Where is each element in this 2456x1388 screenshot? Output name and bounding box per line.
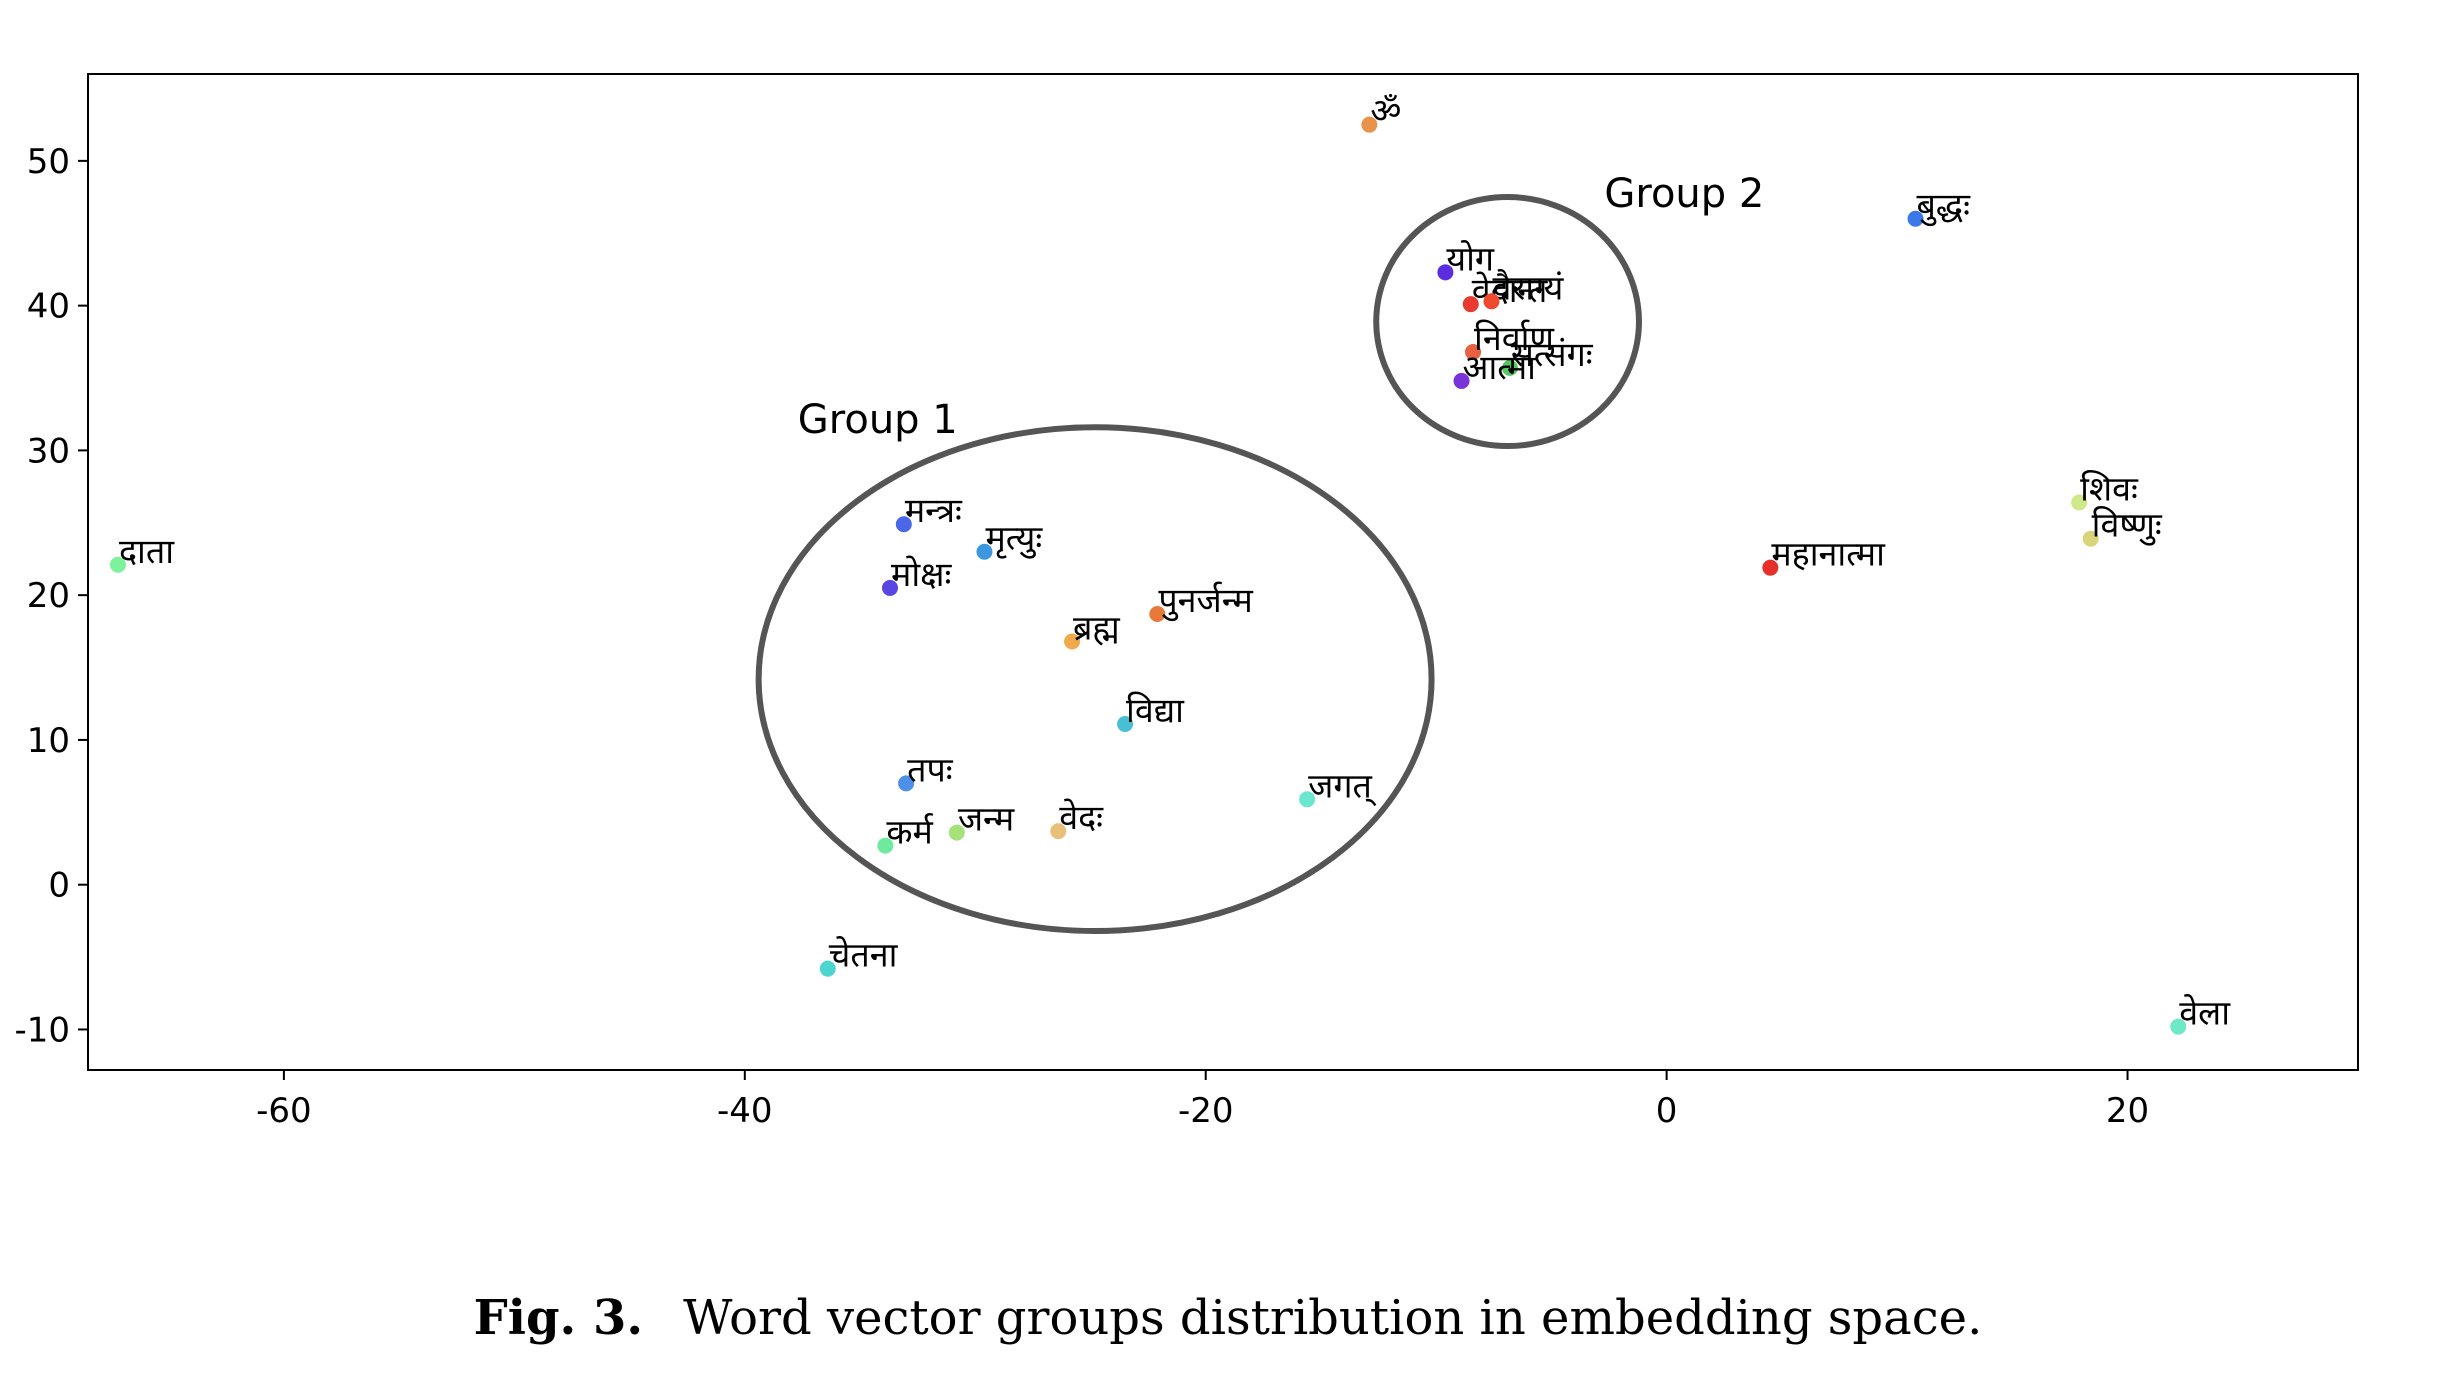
point-label: जन्म bbox=[958, 800, 1015, 840]
point-label: वैराग्यं bbox=[1492, 268, 1564, 308]
data-point: वेदः bbox=[1050, 798, 1104, 840]
data-points: दाताॐबुद्धःयोगवेदान्तवैराग्यंनिर्वाणसत्स… bbox=[109, 92, 2231, 1035]
data-point: मोक्षः bbox=[881, 555, 953, 596]
point-label: मृत्युः bbox=[985, 519, 1043, 560]
data-point: जगत् bbox=[1299, 766, 1377, 808]
data-point: कर्म bbox=[877, 813, 934, 854]
point-marker bbox=[898, 775, 915, 792]
point-label: जगत् bbox=[1308, 766, 1377, 806]
point-marker bbox=[1453, 372, 1470, 389]
data-point: विद्या bbox=[1117, 691, 1185, 733]
data-point: शिवः bbox=[2071, 470, 2139, 511]
group-ellipse bbox=[755, 424, 1435, 935]
data-point: पुनर्जन्म bbox=[1149, 581, 1254, 622]
y-tick-label: 30 bbox=[27, 431, 70, 471]
point-label: ब्रह्म bbox=[1073, 608, 1120, 648]
data-point: निर्वाण bbox=[1465, 319, 1555, 360]
point-label: विष्णुः bbox=[2092, 506, 2163, 547]
caption-text: Word vector groups distribution in embed… bbox=[683, 1290, 1983, 1346]
data-point: योग bbox=[1437, 239, 1495, 281]
point-label: चेतना bbox=[829, 936, 899, 976]
point-label: विद्या bbox=[1126, 691, 1185, 731]
point-marker bbox=[976, 543, 993, 560]
point-marker bbox=[819, 960, 836, 977]
y-tick-label: 10 bbox=[27, 721, 70, 761]
point-marker bbox=[1149, 605, 1166, 622]
group-label: Group 1 bbox=[798, 397, 958, 443]
x-tick-label: 20 bbox=[2106, 1091, 2149, 1131]
point-marker bbox=[1117, 716, 1134, 733]
x-tick-label: -60 bbox=[256, 1091, 312, 1131]
point-marker bbox=[1465, 343, 1482, 360]
y-tick-label: 50 bbox=[27, 142, 70, 182]
plot-frame bbox=[87, 73, 2359, 1071]
point-marker bbox=[1483, 293, 1500, 310]
axis-ticks: -60 -40 -20 0 20 -10 0 10 20 30 40 50 bbox=[14, 142, 2149, 1131]
point-marker bbox=[1361, 116, 1378, 133]
caption-label: Fig. 3. bbox=[473, 1290, 644, 1346]
point-label: शिवः bbox=[2080, 470, 2139, 510]
y-tick-label: 0 bbox=[48, 866, 70, 906]
data-point: मन्त्रः bbox=[895, 491, 963, 533]
point-marker bbox=[2170, 1018, 2187, 1035]
data-point: आत्मा bbox=[1453, 348, 1538, 389]
data-point: दाता bbox=[109, 532, 175, 573]
point-label: कर्म bbox=[886, 813, 933, 853]
figure-caption: Fig. 3. Word vector groups distribution i… bbox=[0, 1290, 2456, 1346]
data-point: वैराग्यं bbox=[1483, 268, 1565, 310]
point-label: मोक्षः bbox=[891, 555, 953, 595]
point-marker bbox=[877, 837, 894, 854]
group-labels: Group 1 Group 2 bbox=[798, 171, 1765, 443]
point-marker bbox=[895, 516, 912, 533]
point-label: दाता bbox=[119, 532, 175, 572]
y-tick-label: 40 bbox=[27, 287, 70, 327]
x-tick-label: 0 bbox=[1656, 1091, 1678, 1131]
point-marker bbox=[2082, 530, 2099, 547]
point-label: ॐ bbox=[1370, 92, 1401, 132]
point-label: आत्मा bbox=[1463, 348, 1538, 388]
point-label: सत्संगः bbox=[1511, 335, 1594, 375]
data-point: तपः bbox=[898, 750, 954, 792]
x-tick-label: -40 bbox=[717, 1091, 773, 1131]
point-marker bbox=[1462, 296, 1479, 313]
data-point: ब्रह्म bbox=[1064, 608, 1120, 650]
data-point: ॐ bbox=[1361, 92, 1401, 133]
data-point: बुद्धः bbox=[1907, 186, 1972, 227]
point-marker bbox=[1501, 359, 1518, 376]
point-label: वेला bbox=[2179, 994, 2231, 1034]
point-label: पुनर्जन्म bbox=[1158, 581, 1253, 622]
point-label: मन्त्रः bbox=[905, 491, 963, 531]
point-marker bbox=[881, 579, 898, 596]
point-marker bbox=[1064, 633, 1081, 650]
x-tick-label: -20 bbox=[1178, 1091, 1234, 1131]
point-marker bbox=[1050, 823, 1067, 840]
point-marker bbox=[1907, 210, 1924, 227]
data-point: महानात्मा bbox=[1762, 535, 1886, 576]
point-label: तपः bbox=[907, 750, 954, 790]
data-point: वेला bbox=[2170, 994, 2231, 1035]
point-marker bbox=[1437, 264, 1454, 281]
point-marker bbox=[2071, 494, 2088, 511]
group-label: Group 2 bbox=[1604, 171, 1764, 217]
data-point: विष्णुः bbox=[2082, 506, 2163, 547]
group-ellipses bbox=[755, 194, 1642, 935]
point-marker bbox=[1299, 791, 1316, 808]
data-point: जन्म bbox=[948, 800, 1015, 841]
data-point: मृत्युः bbox=[976, 519, 1043, 560]
point-label: बुद्धः bbox=[1917, 186, 1972, 227]
point-label: वेदः bbox=[1059, 798, 1104, 838]
point-label: निर्वाण bbox=[1474, 319, 1555, 359]
data-point: चेतना bbox=[819, 936, 899, 977]
point-label: योग bbox=[1446, 239, 1495, 279]
point-marker bbox=[109, 556, 126, 573]
y-tick-label: 20 bbox=[27, 576, 70, 616]
point-marker bbox=[948, 824, 965, 841]
y-tick-label: -10 bbox=[14, 1010, 70, 1050]
point-marker bbox=[1762, 559, 1779, 576]
group-ellipse bbox=[1373, 194, 1642, 450]
data-point: सत्संगः bbox=[1501, 335, 1594, 376]
point-label: महानात्मा bbox=[1771, 535, 1886, 575]
